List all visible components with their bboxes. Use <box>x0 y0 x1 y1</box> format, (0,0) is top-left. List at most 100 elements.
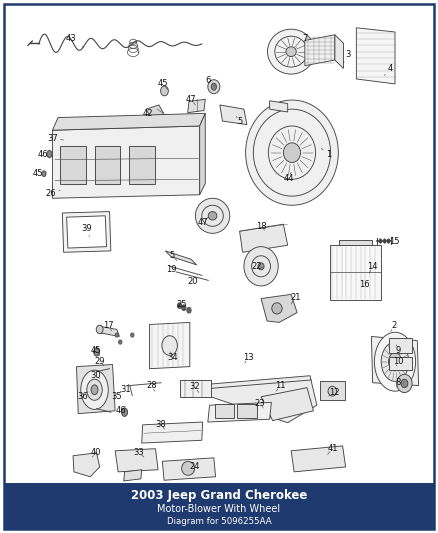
Ellipse shape <box>119 340 122 344</box>
Text: 41: 41 <box>328 444 338 454</box>
Polygon shape <box>261 294 297 322</box>
Ellipse shape <box>81 370 108 409</box>
Polygon shape <box>124 470 142 481</box>
Polygon shape <box>73 453 100 477</box>
Text: 23: 23 <box>254 399 265 408</box>
Text: 1: 1 <box>321 148 331 158</box>
Text: 9: 9 <box>396 345 401 355</box>
Text: 7: 7 <box>296 34 307 47</box>
Polygon shape <box>339 240 372 245</box>
Ellipse shape <box>383 239 386 243</box>
Ellipse shape <box>401 379 408 387</box>
Text: 12: 12 <box>329 388 339 397</box>
Ellipse shape <box>96 325 103 334</box>
Bar <box>180 380 211 397</box>
Polygon shape <box>357 28 395 84</box>
Ellipse shape <box>42 171 46 176</box>
Text: 20: 20 <box>187 277 198 286</box>
Text: 15: 15 <box>387 237 399 246</box>
Ellipse shape <box>94 348 100 356</box>
Text: 4: 4 <box>384 64 393 76</box>
Text: Diagram for 5096255AA: Diagram for 5096255AA <box>167 517 271 526</box>
Text: 10: 10 <box>393 357 404 366</box>
Ellipse shape <box>272 303 282 314</box>
Text: 6: 6 <box>205 76 215 86</box>
Ellipse shape <box>122 408 127 416</box>
Ellipse shape <box>187 308 191 313</box>
Text: 26: 26 <box>46 189 60 198</box>
Polygon shape <box>220 105 247 125</box>
Bar <box>389 358 412 370</box>
Text: 25: 25 <box>177 301 187 310</box>
Ellipse shape <box>397 374 412 393</box>
Text: 40: 40 <box>91 448 101 457</box>
Polygon shape <box>67 216 106 248</box>
Ellipse shape <box>286 47 296 56</box>
Bar <box>60 146 86 184</box>
Text: 14: 14 <box>367 262 378 273</box>
Polygon shape <box>53 114 205 130</box>
Polygon shape <box>192 376 317 423</box>
Text: 13: 13 <box>243 353 254 363</box>
Text: 21: 21 <box>290 293 300 304</box>
Text: 47: 47 <box>198 217 208 227</box>
Bar <box>389 338 412 353</box>
Ellipse shape <box>211 83 216 90</box>
Text: 28: 28 <box>146 381 157 391</box>
Bar <box>237 404 257 418</box>
Text: 11: 11 <box>275 381 286 391</box>
Text: 42: 42 <box>143 109 153 118</box>
Text: 31: 31 <box>120 384 131 393</box>
Polygon shape <box>98 326 120 336</box>
Text: 2: 2 <box>391 321 397 332</box>
Polygon shape <box>270 101 288 112</box>
Polygon shape <box>200 114 205 195</box>
Text: 36: 36 <box>78 392 88 401</box>
Ellipse shape <box>328 386 337 396</box>
Polygon shape <box>53 126 200 198</box>
Ellipse shape <box>182 305 186 311</box>
Text: 32: 32 <box>189 383 200 393</box>
Polygon shape <box>305 35 335 66</box>
Text: 47: 47 <box>186 95 196 105</box>
Ellipse shape <box>379 239 381 243</box>
Ellipse shape <box>47 150 52 158</box>
Ellipse shape <box>244 247 278 286</box>
Text: 3: 3 <box>343 50 350 63</box>
Text: 44: 44 <box>283 172 294 183</box>
Ellipse shape <box>246 100 338 205</box>
Polygon shape <box>240 224 288 252</box>
Text: 8: 8 <box>396 377 401 387</box>
Polygon shape <box>166 251 197 265</box>
Polygon shape <box>162 458 215 480</box>
Polygon shape <box>62 212 111 252</box>
Text: 45: 45 <box>32 169 46 178</box>
Text: 33: 33 <box>133 448 144 457</box>
Text: 46: 46 <box>116 406 127 415</box>
Text: 17: 17 <box>103 321 113 331</box>
Ellipse shape <box>258 263 264 270</box>
Polygon shape <box>115 449 158 472</box>
Ellipse shape <box>87 379 102 400</box>
Text: 37: 37 <box>47 134 64 143</box>
Text: 16: 16 <box>359 280 369 289</box>
Bar <box>215 404 234 418</box>
Bar <box>95 146 120 184</box>
Text: 29: 29 <box>95 357 105 366</box>
Text: 19: 19 <box>166 264 176 273</box>
Text: 45: 45 <box>158 79 169 90</box>
Ellipse shape <box>182 462 194 475</box>
Polygon shape <box>330 245 381 300</box>
Text: 35: 35 <box>112 391 122 401</box>
Ellipse shape <box>195 198 230 233</box>
Ellipse shape <box>177 303 182 309</box>
Ellipse shape <box>381 342 409 381</box>
Text: 45: 45 <box>90 346 101 356</box>
Text: 34: 34 <box>168 352 178 362</box>
Text: 43: 43 <box>66 34 84 47</box>
Polygon shape <box>142 422 203 443</box>
Ellipse shape <box>162 336 177 356</box>
Bar <box>320 381 345 400</box>
Polygon shape <box>77 365 115 414</box>
Polygon shape <box>149 322 190 369</box>
